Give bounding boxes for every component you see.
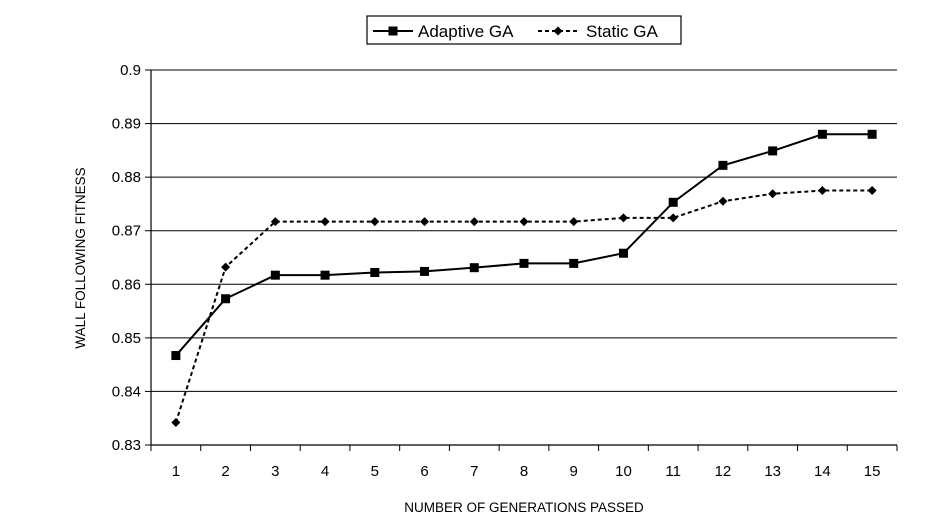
data-point	[817, 129, 827, 139]
data-point	[718, 160, 728, 170]
data-point	[768, 146, 778, 156]
data-point	[569, 258, 579, 268]
y-tick-label: 0.9	[120, 62, 141, 79]
data-point	[469, 263, 479, 273]
x-tick-label: 11	[665, 463, 681, 480]
legend-marker	[553, 26, 563, 36]
x-tick-label: 15	[864, 463, 881, 480]
x-tick-label: 6	[420, 463, 428, 480]
series-lines	[171, 129, 877, 427]
y-tick-label: 0.86	[112, 276, 141, 293]
data-point	[519, 258, 529, 268]
x-axis-title: NUMBER OF GENERATIONS PASSED	[404, 500, 644, 515]
data-point	[270, 217, 280, 227]
data-point	[320, 270, 330, 280]
data-point	[420, 217, 430, 227]
y-tick-labels: 0.83 0.84 0.85 0.86 0.87 0.88 0.89 0.9	[112, 62, 141, 454]
series-static-ga	[171, 186, 877, 427]
data-point	[320, 217, 330, 227]
x-tick-labels: 1 2 3 4 5 6 7 8 9 10 11 12 13 14 15	[172, 463, 881, 480]
data-point	[370, 268, 380, 277]
x-tick-label: 8	[520, 463, 528, 480]
data-point	[768, 189, 778, 199]
x-tick-label: 14	[814, 463, 831, 480]
legend-marker	[388, 26, 398, 36]
legend-label: Adaptive GA	[418, 22, 514, 41]
x-tick-label: 2	[221, 463, 229, 480]
data-point	[718, 196, 728, 206]
legend-item: Static GA	[538, 22, 658, 41]
legend-label: Static GA	[586, 22, 658, 41]
x-tick-label: 13	[764, 463, 781, 480]
x-tick-label: 9	[570, 463, 578, 480]
axes	[150, 70, 898, 451]
legend: Adaptive GA Static GA	[366, 15, 682, 45]
data-point	[668, 213, 678, 223]
x-tick-label: 12	[715, 463, 732, 480]
data-point	[221, 294, 231, 304]
data-point	[171, 351, 181, 361]
x-tick-label: 1	[172, 463, 180, 480]
x-tick-label: 4	[321, 463, 329, 480]
gridlines	[145, 69, 897, 446]
data-point	[171, 418, 181, 427]
y-tick-label: 0.88	[112, 169, 141, 186]
data-point	[370, 217, 380, 227]
x-tick-label: 10	[615, 463, 632, 480]
series-line	[175, 133, 873, 357]
data-point	[618, 213, 628, 223]
legend-item: Adaptive GA	[373, 22, 514, 41]
y-axis-title: WALL FOLLOWING FITNESS	[73, 167, 88, 348]
data-point	[867, 129, 877, 139]
legend-box	[366, 15, 682, 45]
data-point	[668, 197, 678, 207]
data-point	[270, 270, 280, 280]
y-tick-label: 0.87	[112, 223, 141, 240]
x-tick-label: 7	[470, 463, 478, 480]
data-point	[569, 217, 579, 227]
data-point	[420, 266, 430, 276]
data-point	[519, 217, 529, 227]
data-point	[221, 262, 231, 272]
data-point	[618, 248, 628, 258]
y-tick-label: 0.84	[112, 383, 141, 400]
data-point	[817, 186, 827, 196]
y-tick-label: 0.85	[112, 330, 141, 347]
x-tick-label: 5	[371, 463, 379, 480]
x-tick-label: 3	[271, 463, 279, 480]
series-adaptive-ga	[171, 129, 877, 361]
data-point	[469, 217, 479, 227]
y-tick-label: 0.89	[112, 116, 141, 133]
data-point	[867, 186, 877, 196]
y-tick-label: 0.83	[112, 437, 141, 454]
